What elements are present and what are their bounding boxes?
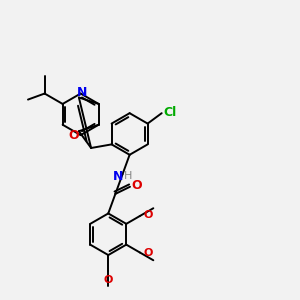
Text: O: O xyxy=(143,210,152,220)
Text: O: O xyxy=(103,274,113,285)
Text: O: O xyxy=(69,129,79,142)
Text: N: N xyxy=(113,170,124,183)
Text: H: H xyxy=(124,171,133,181)
Text: O: O xyxy=(132,179,142,192)
Text: Cl: Cl xyxy=(163,106,176,119)
Text: N: N xyxy=(77,86,87,99)
Text: O: O xyxy=(143,248,152,258)
